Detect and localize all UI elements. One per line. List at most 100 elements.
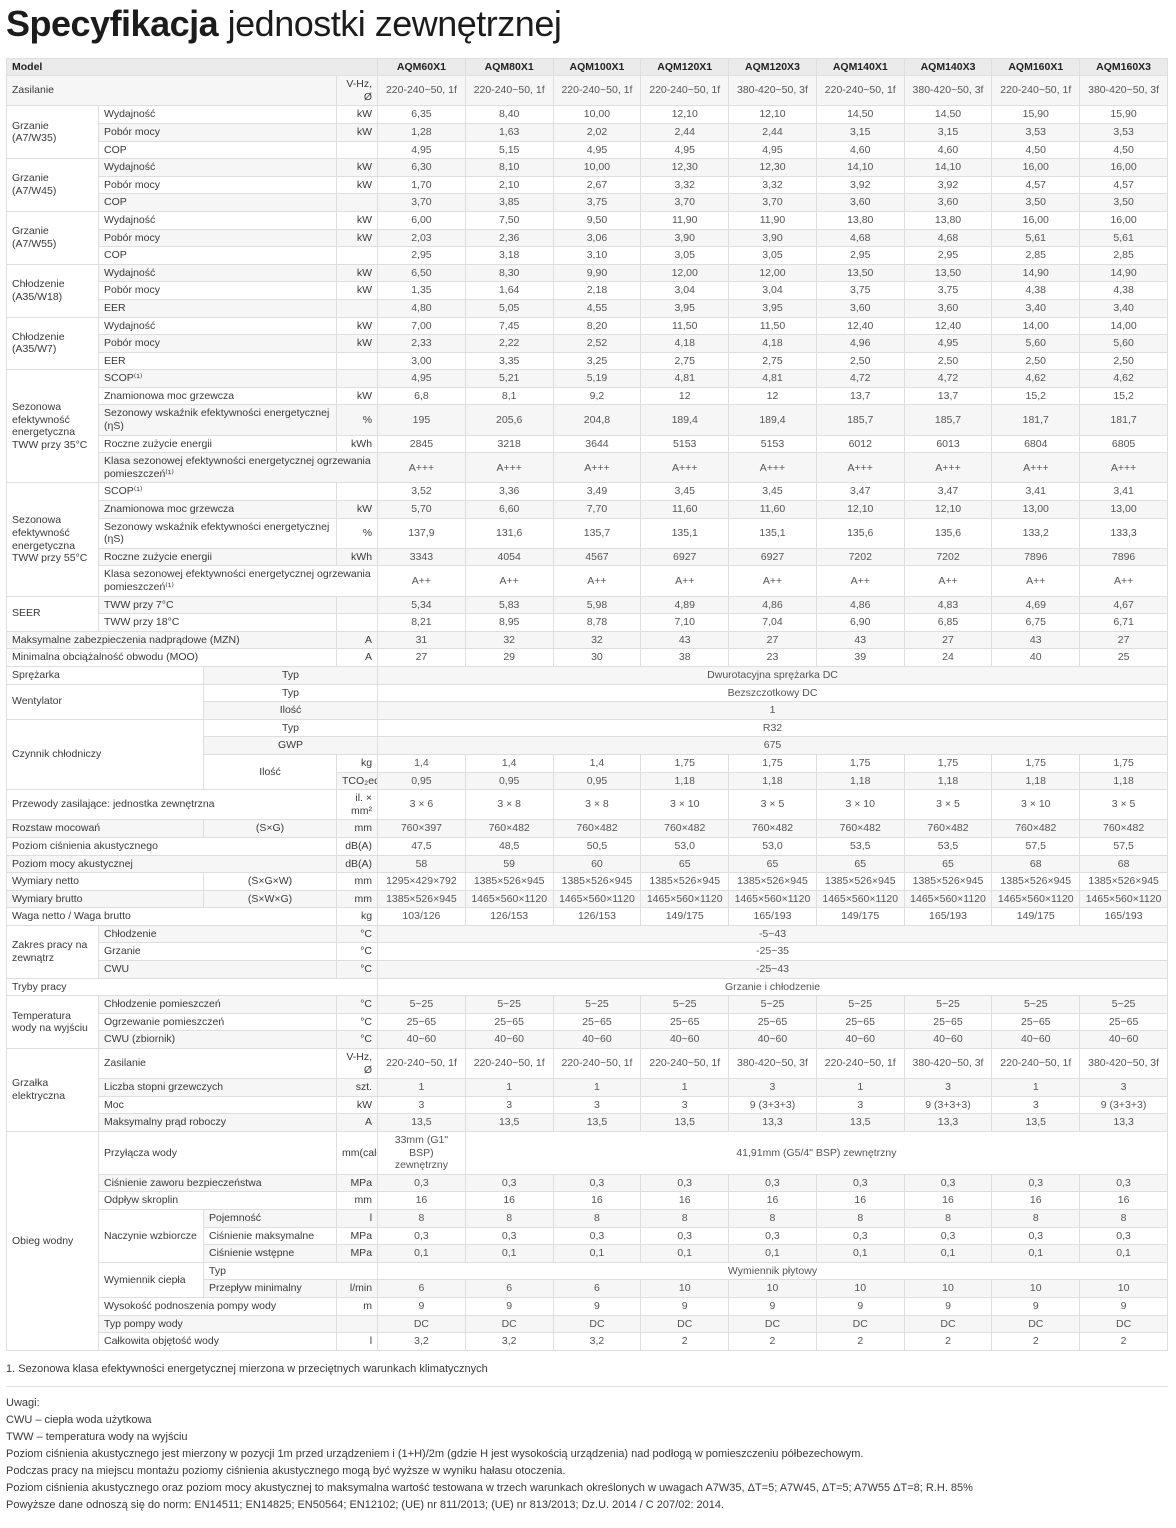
value-cell: 4,95 <box>377 140 466 160</box>
unit-label: kg <box>335 907 379 926</box>
row-label: Sezonowy wskaźnik efektywności energetyc… <box>98 517 337 549</box>
value-cell: 4,81 <box>640 369 730 388</box>
value-cell: 13,5 <box>991 1113 1081 1132</box>
value-cell: 3,90 <box>640 228 730 248</box>
value-cell: 0,3 <box>903 1173 993 1193</box>
value-cell: 6805 <box>1079 434 1168 454</box>
value-cell: 6804 <box>991 434 1081 454</box>
value-cell: 25 <box>1079 648 1168 667</box>
value-cell: 3 <box>728 1078 817 1097</box>
value-cell: 14,90 <box>991 263 1081 283</box>
value-cell: 1,63 <box>464 122 554 142</box>
value-cell: 3 × 5 <box>728 789 817 821</box>
value-cell: 50,5 <box>552 836 642 856</box>
unit-label: kW <box>335 1095 379 1115</box>
value-cell: 2,18 <box>552 281 642 300</box>
value-cell: 3 <box>552 1095 642 1115</box>
value-cell: 12,10 <box>815 500 905 519</box>
unit-label <box>335 246 379 265</box>
value-cell: 16 <box>1079 1191 1168 1210</box>
row-label: CWU <box>98 960 337 979</box>
row-label: Minimalna obciążalność obwodu (MOO) <box>6 648 337 667</box>
value-cell: 4054 <box>464 547 554 567</box>
value-cell: 16,00 <box>1079 158 1168 177</box>
value-cell: 12,40 <box>903 316 993 336</box>
table-row: Klasa sezonowej efektywności energetyczn… <box>7 565 1168 597</box>
value-cell: 0,3 <box>640 1226 730 1246</box>
value-cell: 1,28 <box>377 122 466 142</box>
value-cell: 3,75 <box>815 281 905 300</box>
value-cell: 4,18 <box>640 334 730 353</box>
row-label: Poziom mocy akustycznej <box>6 854 337 874</box>
value-cell: 2,33 <box>377 334 466 353</box>
value-cell: 181,7 <box>1079 404 1168 436</box>
value-cell: 16 <box>464 1191 554 1210</box>
value-cell: 12,10 <box>640 105 730 124</box>
value-cell: 2,02 <box>552 122 642 142</box>
value-cell: 2,75 <box>640 351 730 371</box>
value-cell: 8,10 <box>464 158 554 177</box>
value-cell: 3,05 <box>640 246 730 265</box>
value-cell: 5,34 <box>377 595 466 615</box>
value-cell: 25~65 <box>552 1012 642 1032</box>
table-row: Typ pompy wody DC DC DC DC DC DC DC DC DC <box>6 1314 1168 1334</box>
table-row: CWU °C -25~43 <box>6 960 1168 979</box>
value-cell: 3,40 <box>991 298 1081 318</box>
value-cell: 7202 <box>903 547 993 567</box>
table-row: COP 4,95 5,15 4,95 4,95 4,95 4,60 4,60 4,50 4,50 <box>7 140 1168 160</box>
value-cell: 2,03 <box>377 228 466 248</box>
value-cell: 675 <box>377 736 1168 755</box>
row-label: Ciśnienie wstępne <box>203 1244 337 1263</box>
value-cell: 3,85 <box>464 193 554 212</box>
value-cell: DC <box>464 1314 554 1334</box>
value-cell: 135,7 <box>552 517 642 549</box>
value-cell: DC <box>1079 1314 1168 1334</box>
value-cell: 205,6 <box>464 404 554 436</box>
note-line: Powyższe dane odnoszą się do norm: EN145… <box>6 1499 725 1512</box>
value-cell: 165/193 <box>903 907 993 926</box>
unit-label <box>335 613 379 632</box>
value-cell: 760×482 <box>903 819 993 838</box>
value-cell: 40~60 <box>640 1030 730 1050</box>
model-name-header: AQM140X1 <box>815 57 905 77</box>
row-label: COP <box>98 193 337 212</box>
table-row: Grzanie (A7/W35) Wydajność kW 6,35 8,40 10,00… <box>6 105 1168 160</box>
row-group-label: Grzanie (A7/W55) <box>6 210 99 265</box>
row-group-label: Sezonowa efektywność energetyczna TWW pr… <box>6 482 99 597</box>
value-cell: 3,95 <box>640 298 730 318</box>
value-cell: 1,4 <box>552 753 642 773</box>
value-cell: 12 <box>640 386 730 406</box>
row-group-label: Chłodzenie (A35/W7) <box>6 316 99 371</box>
row-label: COP <box>98 246 337 265</box>
value-cell: 16,00 <box>991 158 1081 177</box>
value-cell: 1,70 <box>377 175 466 195</box>
value-cell: 0,3 <box>1079 1173 1168 1193</box>
value-cell: 6927 <box>640 547 730 567</box>
value-cell: 48,5 <box>464 836 554 856</box>
row-group-label: Grzałka elektryczna <box>6 1048 99 1132</box>
value-cell: 7896 <box>1079 547 1168 567</box>
table-row: Wentylator Typ Bezszczotkowy DC <box>6 683 1168 720</box>
value-cell: 3 × 10 <box>991 789 1081 821</box>
value-cell: 126/153 <box>464 907 554 926</box>
row-label: Znamionowa moc grzewcza <box>98 386 337 406</box>
spec-table-body: Zasilanie V-Hz, Ø 220-240~50, 1f 220-240~50… <box>5 75 1169 1351</box>
value-cell: 3,15 <box>903 122 993 142</box>
value-cell: 15,90 <box>1079 105 1168 124</box>
table-row: Rozstaw mocowań (S×G) mm 760×397 760×482 760×… <box>6 819 1168 838</box>
value-cell: 3 <box>991 1095 1081 1115</box>
model-name-header: AQM80X1 <box>464 57 554 77</box>
value-cell: 0,1 <box>640 1244 730 1263</box>
unit-label <box>335 298 379 318</box>
value-cell: 43 <box>640 630 730 650</box>
value-cell: 6,90 <box>815 613 905 632</box>
row-label: Wydajność <box>98 158 337 177</box>
value-cell: 0,3 <box>464 1226 554 1246</box>
value-cell: 9 <box>815 1296 905 1316</box>
value-cell: 3,60 <box>815 298 905 318</box>
row-label: Moc <box>98 1095 337 1115</box>
row-label: Klasa sezonowej efektywności energetyczn… <box>97 565 379 597</box>
value-cell: 13,5 <box>464 1113 554 1132</box>
value-cell: 3 <box>640 1095 730 1115</box>
value-cell: 4,95 <box>903 334 993 353</box>
